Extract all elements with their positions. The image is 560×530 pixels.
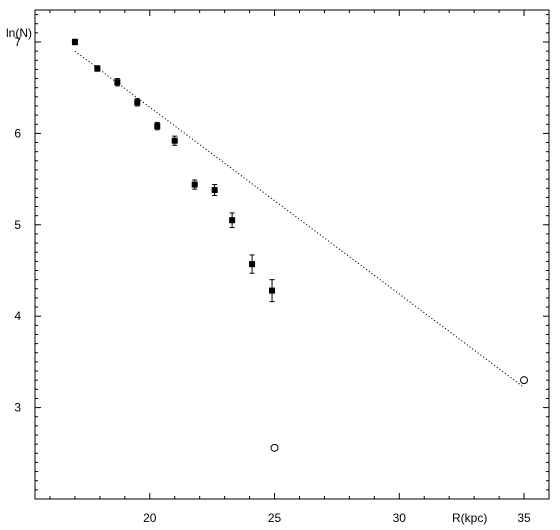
data-point-square <box>249 261 256 268</box>
y-tick-label: 7 <box>14 35 21 49</box>
plot-frame <box>34 9 550 500</box>
data-point-square <box>191 181 198 188</box>
x-axis-title: R(kpc) <box>452 511 487 525</box>
y-tick-label: 6 <box>14 126 21 140</box>
data-point-square <box>211 187 218 194</box>
data-point-square <box>269 287 276 294</box>
data-point-square <box>94 65 101 72</box>
fit-line <box>74 50 525 388</box>
x-tick-label: 25 <box>268 511 282 525</box>
x-tick-label: 30 <box>393 511 407 525</box>
x-tick-label: 20 <box>143 511 157 525</box>
data-point-square <box>229 217 236 224</box>
fit-line-group <box>74 50 525 388</box>
data-point-square <box>154 123 161 130</box>
data-point-square <box>114 79 121 86</box>
data-point-circle <box>520 376 529 385</box>
data-point-square <box>171 137 178 144</box>
axis-ticks <box>35 10 549 499</box>
data-point-circle <box>270 443 279 452</box>
data-point-square <box>71 38 78 45</box>
data-point-square <box>134 99 141 106</box>
y-tick-label: 5 <box>14 218 21 232</box>
y-axis-title: ln(N) <box>6 26 32 40</box>
axis-tick-labels: 20 25 30 35 3 4 5 6 7 <box>14 35 531 525</box>
data-marks <box>71 38 529 452</box>
y-tick-label: 3 <box>14 401 21 415</box>
x-tick-label: 35 <box>517 511 531 525</box>
y-tick-label: 4 <box>14 309 21 323</box>
